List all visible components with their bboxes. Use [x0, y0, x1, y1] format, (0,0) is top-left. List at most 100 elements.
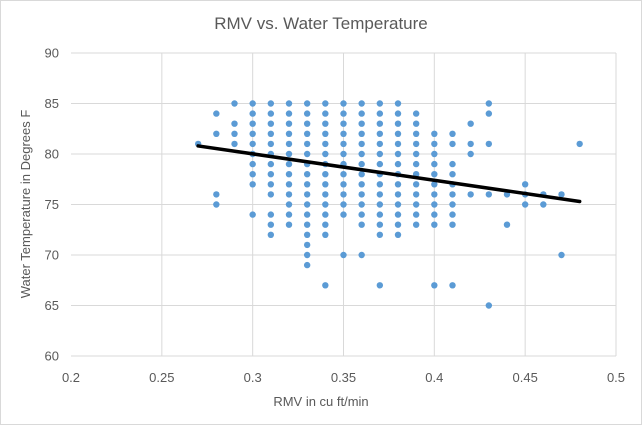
- data-point: [376, 110, 384, 117]
- y-tick-label: 65: [45, 298, 59, 313]
- data-point: [358, 211, 365, 218]
- data-point: [358, 191, 365, 198]
- data-point: [340, 120, 347, 127]
- data-point: [340, 211, 347, 218]
- data-point: [267, 120, 275, 127]
- data-point: [267, 191, 275, 198]
- x-tick-label: 0.5: [607, 370, 625, 385]
- data-point: [540, 201, 547, 208]
- data-point: [558, 251, 565, 259]
- data-point: [449, 140, 456, 148]
- data-point: [431, 191, 438, 198]
- data-point: [394, 160, 402, 168]
- data-point: [449, 160, 456, 168]
- data-point: [267, 130, 275, 137]
- data-point: [394, 201, 402, 208]
- data-point: [249, 211, 256, 218]
- data-point: [431, 150, 438, 158]
- data-point: [303, 221, 311, 228]
- data-point: [267, 171, 275, 178]
- data-point: [322, 120, 329, 127]
- data-point: [285, 221, 293, 228]
- data-point: [376, 282, 384, 289]
- data-point: [231, 100, 238, 107]
- data-point: [431, 130, 438, 137]
- data-point: [213, 110, 220, 117]
- data-point: [267, 221, 275, 228]
- data-point: [249, 130, 256, 137]
- data-point: [376, 130, 384, 137]
- data-point: [376, 211, 384, 218]
- data-point: [376, 100, 384, 107]
- data-point: [303, 150, 311, 158]
- linear-trendline: [196, 144, 582, 204]
- data-point: [358, 130, 365, 137]
- data-point: [467, 140, 474, 148]
- data-point: [340, 140, 347, 148]
- data-point: [449, 282, 456, 289]
- data-point: [358, 201, 365, 208]
- data-point: [521, 201, 529, 208]
- data-point: [213, 191, 220, 198]
- data-point: [340, 251, 347, 259]
- x-tick-label: 0.2: [62, 370, 80, 385]
- data-point: [394, 100, 402, 107]
- data-point: [449, 211, 456, 218]
- data-point: [376, 140, 384, 148]
- data-point: [267, 211, 275, 218]
- data-point: [358, 181, 365, 188]
- data-point: [231, 120, 238, 127]
- data-point: [376, 231, 384, 238]
- data-point: [412, 150, 420, 158]
- data-point: [449, 130, 456, 137]
- data-point: [322, 181, 329, 188]
- data-point: [303, 251, 311, 259]
- data-point: [340, 201, 347, 208]
- data-point: [249, 181, 256, 188]
- data-point: [340, 181, 347, 188]
- data-point: [285, 150, 293, 158]
- data-point: [485, 191, 493, 198]
- data-point: [467, 120, 474, 127]
- data-point: [267, 100, 275, 107]
- data-point: [412, 160, 420, 168]
- data-point: [267, 160, 275, 168]
- data-point: [412, 130, 420, 137]
- data-point: [322, 130, 329, 137]
- data-point: [340, 130, 347, 137]
- data-point: [376, 150, 384, 158]
- data-point: [485, 110, 493, 117]
- data-point: [449, 221, 456, 228]
- data-point: [322, 191, 329, 198]
- data-point: [431, 140, 438, 148]
- data-point: [376, 201, 384, 208]
- data-point: [249, 110, 256, 117]
- data-point: [303, 171, 311, 178]
- data-point: [285, 160, 293, 168]
- x-tick-label: 0.35: [331, 370, 356, 385]
- data-point: [340, 191, 347, 198]
- data-point: [322, 100, 329, 107]
- data-point: [376, 191, 384, 198]
- data-point: [358, 251, 365, 259]
- data-point: [340, 171, 347, 178]
- data-point: [467, 191, 474, 198]
- data-point: [303, 110, 311, 117]
- data-point: [303, 181, 311, 188]
- data-point: [322, 231, 329, 238]
- data-point: [358, 140, 365, 148]
- data-point: [213, 201, 220, 208]
- data-point: [394, 120, 402, 127]
- data-point: [231, 130, 238, 137]
- trendline-layer: [196, 144, 582, 204]
- data-point: [358, 100, 365, 107]
- data-point: [285, 201, 293, 208]
- data-point: [249, 100, 256, 107]
- data-point: [285, 181, 293, 188]
- data-point: [449, 191, 456, 198]
- data-point: [394, 130, 402, 137]
- y-tick-label: 70: [45, 248, 59, 263]
- data-point: [376, 181, 384, 188]
- data-point: [558, 191, 565, 198]
